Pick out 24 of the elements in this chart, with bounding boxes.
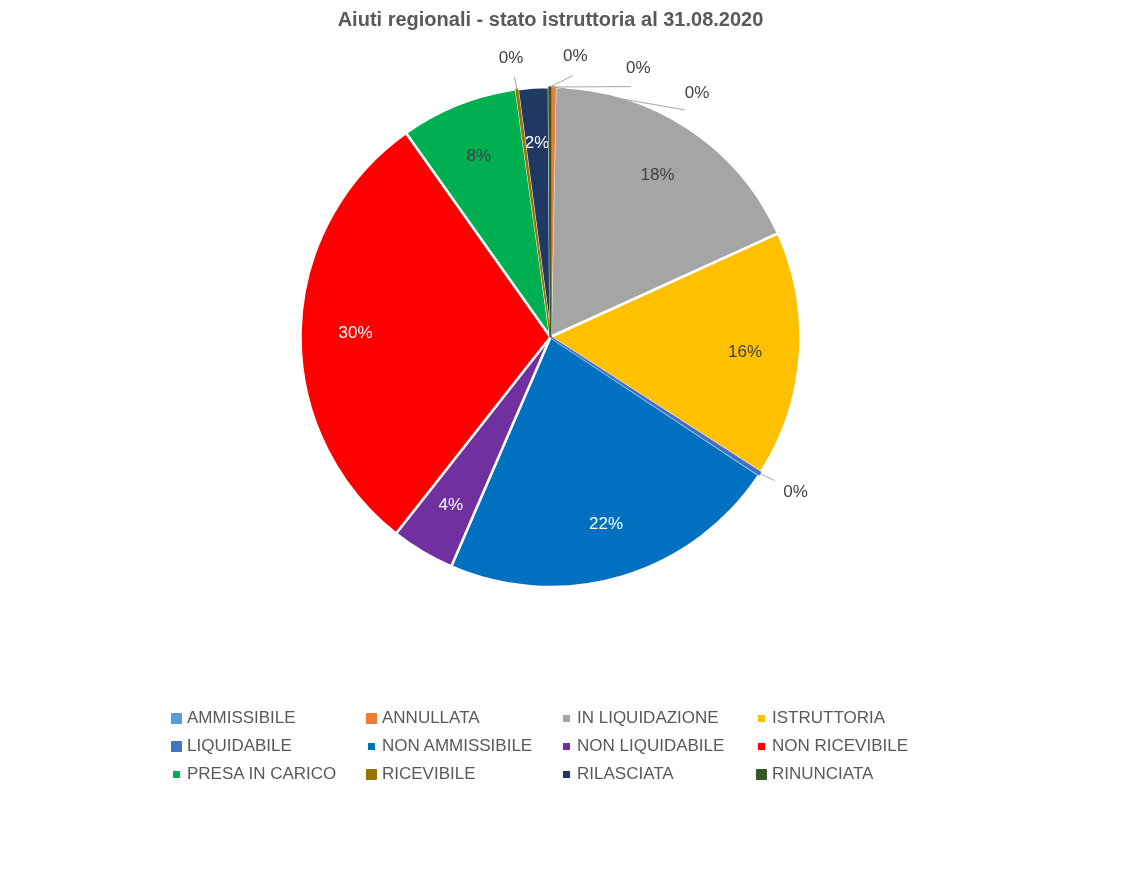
data-label: 30%: [338, 322, 373, 342]
data-label: 0%: [783, 481, 808, 501]
data-label: 0%: [498, 47, 524, 67]
data-label: 0%: [626, 58, 651, 78]
data-label: 0%: [563, 46, 588, 66]
legend-label: LIQUIDABILE: [187, 736, 293, 756]
legend-label: NON AMMISSIBILE: [382, 736, 534, 756]
legend-label: RILASCIATA: [577, 764, 675, 784]
legend-label: RINUNCIATA: [772, 764, 875, 784]
data-label: 22%: [589, 514, 624, 534]
data-label: 0%: [684, 83, 710, 103]
data-label: 8%: [466, 146, 492, 166]
legend-label: RICEVIBILE: [382, 764, 477, 784]
data-label: 18%: [640, 164, 675, 184]
legend-label: ISTRUTTORIA: [772, 708, 887, 728]
data-label: 4%: [438, 495, 463, 515]
chart-title: Aiuti regionali - stato istruttoria al 31.08.2020: [337, 7, 764, 30]
data-label: 16%: [727, 341, 763, 361]
legend-label: ANNULLATA: [382, 708, 481, 728]
legend-label: NON LIQUIDABILE: [577, 736, 726, 756]
legend-label: NON RICEVIBILE: [772, 736, 910, 756]
legend-label: AMMISSIBILE: [187, 708, 297, 728]
legend-label: IN LIQUIDAZIONE: [577, 708, 720, 728]
legend-label: PRESA IN CARICO: [187, 764, 338, 784]
